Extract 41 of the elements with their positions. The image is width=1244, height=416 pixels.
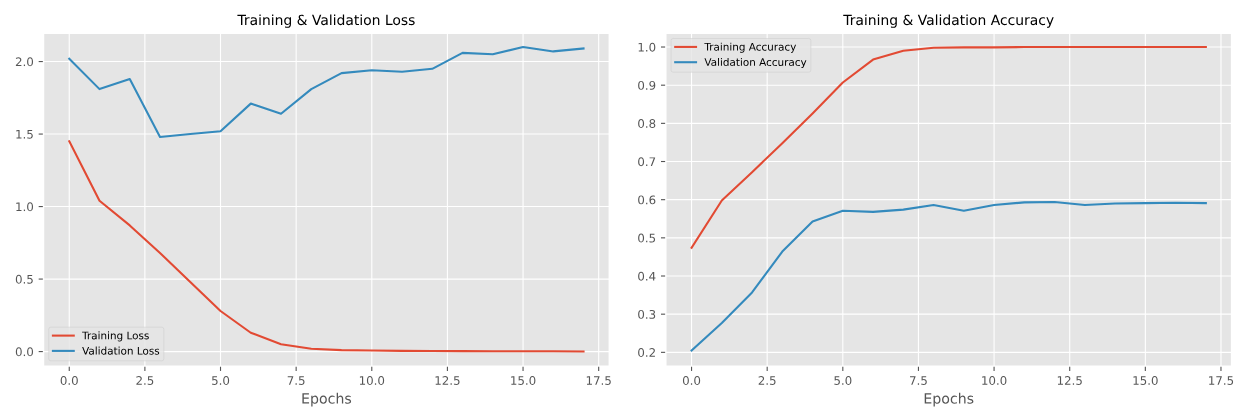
- y-tick-label: 0.9: [638, 80, 656, 90]
- y-tick-label: 0.7: [638, 157, 656, 167]
- x-tick-label: 0.0: [682, 376, 701, 385]
- y-tick-label: 0.5: [638, 233, 656, 243]
- y-tick-label: 0.3: [638, 309, 656, 319]
- x-tick-label: 5.0: [212, 376, 230, 385]
- y-tick-label: 1.5: [16, 129, 33, 139]
- x-tick-label: 15.0: [1133, 376, 1158, 385]
- x-tick-label: 10.0: [982, 376, 1007, 385]
- x-tick-label: 10.0: [359, 376, 385, 385]
- x-axis-title: Epochs: [924, 392, 974, 407]
- legend-label: Validation Loss: [82, 346, 160, 355]
- line-series: [68, 140, 585, 353]
- y-tick-label: 1.0: [16, 202, 34, 212]
- y-tick-label: 2.0: [15, 57, 34, 67]
- x-tick-label: 12.5: [1057, 376, 1082, 385]
- y-tick-label: 0.4: [638, 271, 656, 281]
- x-axis-title: Epochs: [302, 392, 352, 407]
- x-tick-label: 2.5: [758, 376, 776, 385]
- x-tick-label: 7.5: [910, 376, 927, 385]
- x-tick-label: 17.5: [1209, 376, 1234, 385]
- chart-title: Training & Validation Loss: [237, 14, 415, 28]
- y-tick-label: 0.0: [15, 347, 34, 357]
- line-series: [690, 200, 1207, 352]
- x-tick-label: 0.0: [60, 376, 78, 385]
- legend-label: Validation Accuracy: [704, 57, 807, 69]
- legend-label: Training Accuracy: [704, 42, 797, 53]
- y-tick-label: 0.2: [638, 348, 655, 357]
- x-tick-label: 5.0: [834, 376, 852, 385]
- x-tick-label: 15.0: [511, 376, 536, 385]
- chart-title: Training & Validation Accuracy: [843, 14, 1054, 28]
- y-tick-label: 1.0: [638, 42, 656, 52]
- legend-label: Training Loss: [82, 331, 149, 342]
- line-series: [68, 46, 585, 138]
- y-tick-label: 0.5: [15, 274, 33, 284]
- x-tick-label: 7.5: [287, 376, 305, 385]
- y-tick-label: 0.8: [638, 119, 656, 128]
- y-tick-label: 0.6: [638, 195, 656, 205]
- x-tick-label: 12.5: [435, 376, 460, 385]
- x-tick-label: 17.5: [586, 376, 611, 385]
- x-tick-label: 2.5: [136, 376, 154, 385]
